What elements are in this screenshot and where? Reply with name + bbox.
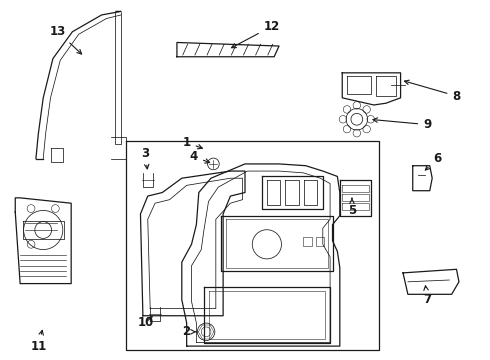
Text: 12: 12 xyxy=(232,20,280,48)
Text: 10: 10 xyxy=(137,316,153,329)
Text: 11: 11 xyxy=(30,330,47,352)
Text: 4: 4 xyxy=(190,150,210,163)
Text: 7: 7 xyxy=(423,286,431,306)
Text: 8: 8 xyxy=(404,80,461,103)
Text: 1: 1 xyxy=(183,136,202,149)
Text: 5: 5 xyxy=(348,198,356,217)
Text: 3: 3 xyxy=(141,147,149,169)
Text: 6: 6 xyxy=(425,152,441,170)
Text: 2: 2 xyxy=(183,325,196,338)
Text: 9: 9 xyxy=(373,118,432,131)
Text: 13: 13 xyxy=(49,25,82,54)
